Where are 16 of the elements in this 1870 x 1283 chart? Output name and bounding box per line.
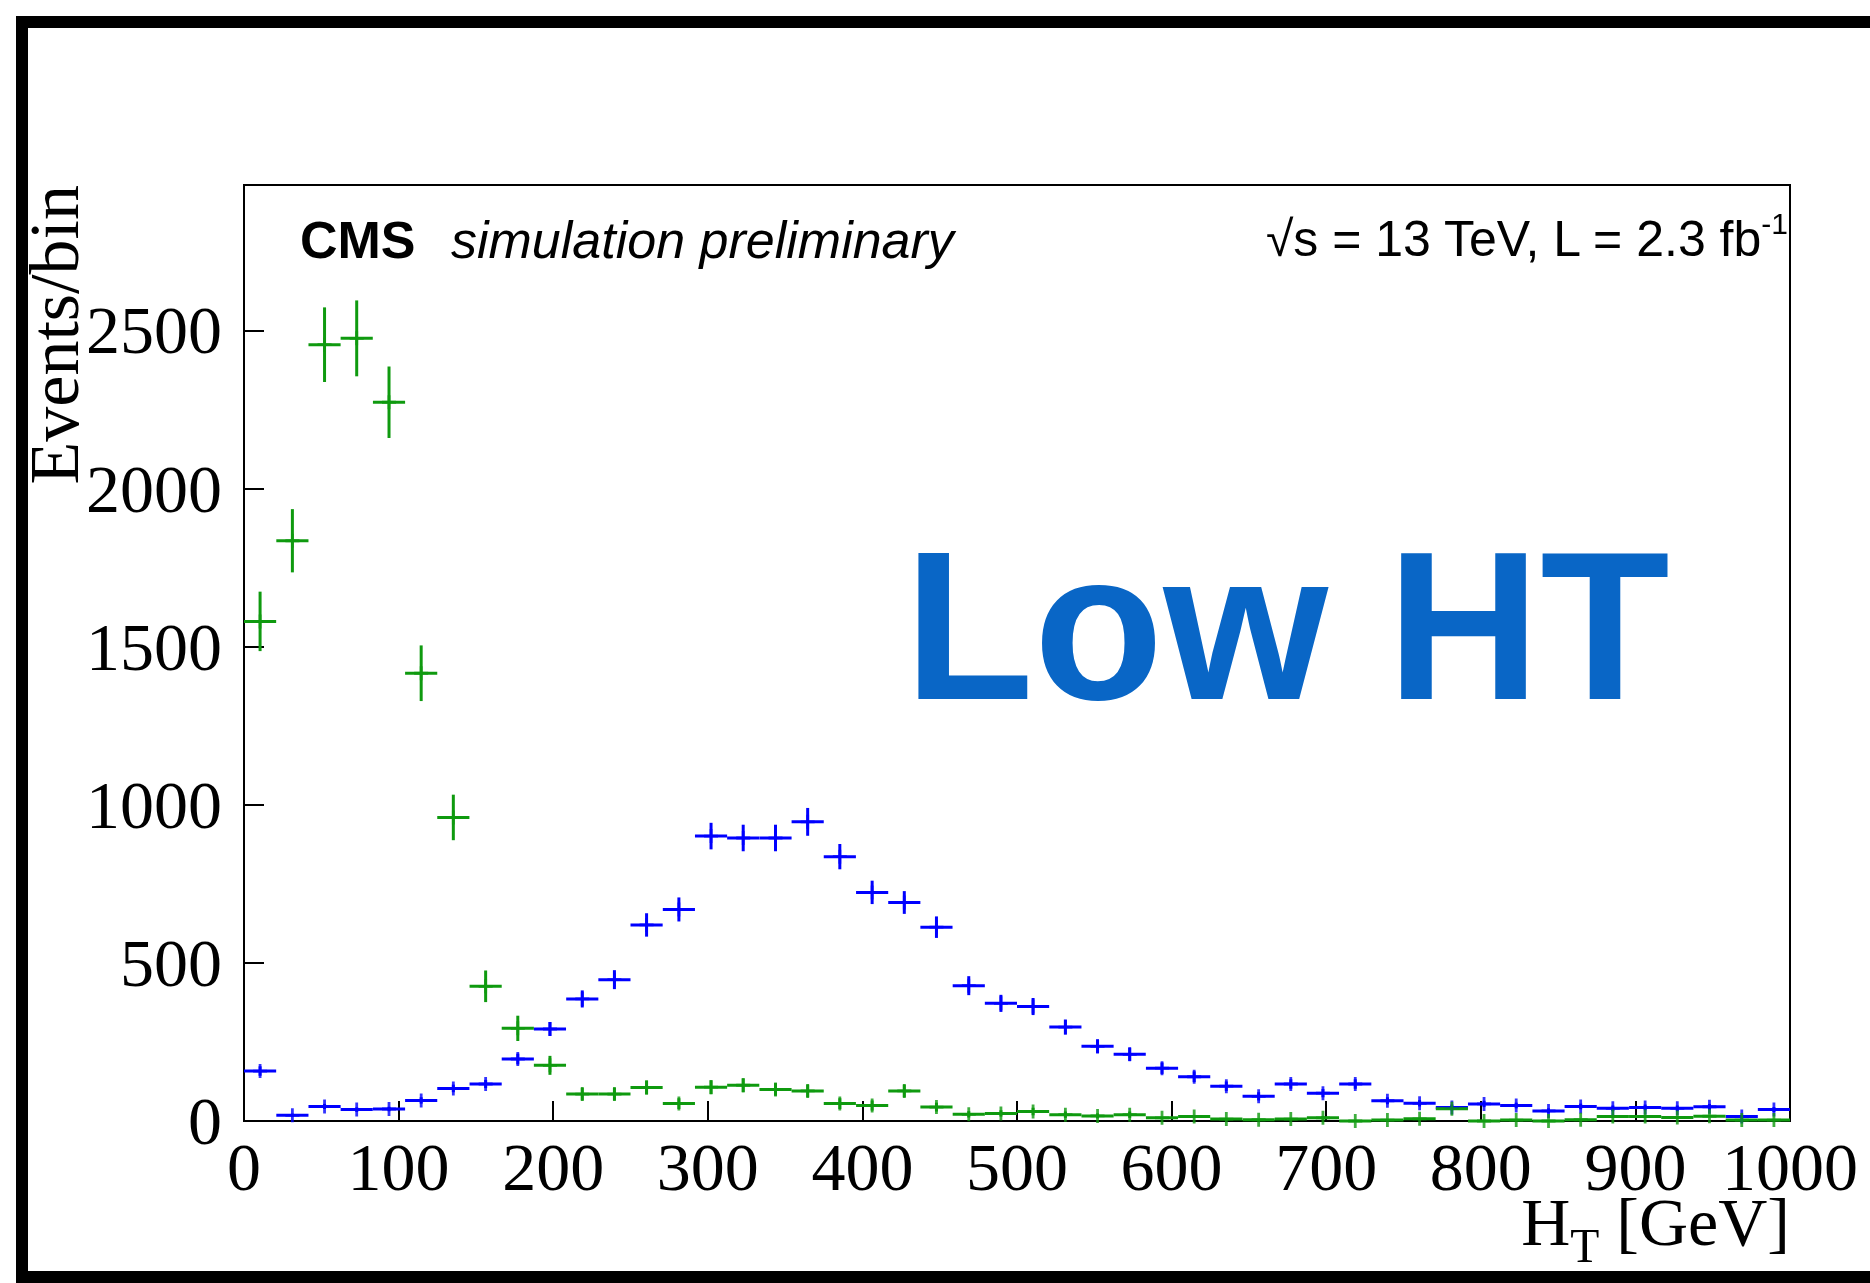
y-tick-label: 500 xyxy=(120,924,222,1001)
x-tick-label: 500 xyxy=(966,1129,1068,1205)
annotation: √s = 13 TeV, L = 2.3 fb$^{-1}$ xyxy=(1265,206,1788,267)
x-tick-label: 200 xyxy=(502,1129,605,1205)
y-tick-label: 0 xyxy=(188,1083,222,1159)
y-tick-label: 2500 xyxy=(86,292,222,369)
x-tick-label: 700 xyxy=(1275,1129,1378,1205)
annotation: Low HT xyxy=(904,507,1670,744)
annotation: simulation preliminary xyxy=(451,211,954,269)
x-tick-label: 300 xyxy=(656,1129,759,1205)
x-tick-label: 100 xyxy=(347,1129,450,1205)
y-tick-label: 1000 xyxy=(86,766,222,843)
x-tick-label: 400 xyxy=(811,1129,914,1205)
annotation: CMS xyxy=(300,211,416,269)
y-tick-label: 1500 xyxy=(86,608,222,685)
x-tick-label: 600 xyxy=(1120,1129,1223,1205)
